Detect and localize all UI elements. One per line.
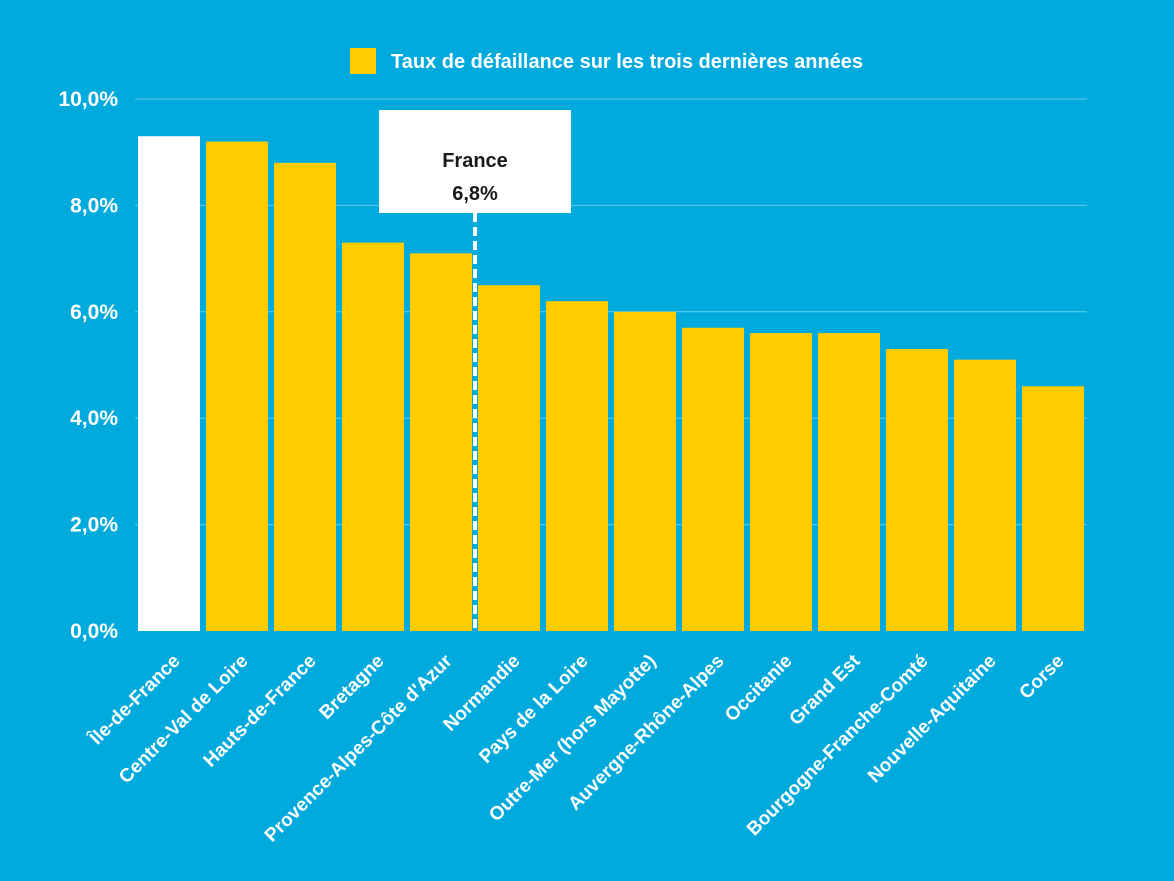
france-reference-value: 6,8%	[452, 183, 498, 205]
bar	[138, 136, 200, 632]
y-tick-label: 10,0%	[58, 88, 118, 111]
bar	[818, 333, 880, 631]
bar	[954, 359, 1016, 631]
y-axis-tick-labels: 0,0% 2,0% 4,0% 6,0% 8,0% 10,0%	[58, 88, 118, 643]
legend: Taux de défaillance sur les trois derniè…	[350, 48, 863, 74]
bar	[614, 311, 676, 631]
y-tick-label: 0,0%	[70, 620, 118, 643]
france-reference-box	[379, 110, 571, 213]
category-label: Centre-Val de Loire	[115, 651, 252, 788]
bar	[682, 327, 744, 631]
bar	[750, 333, 812, 631]
bar	[342, 242, 404, 631]
y-tick-label: 4,0%	[70, 407, 118, 430]
y-tick-label: 2,0%	[70, 514, 118, 537]
bar	[886, 349, 948, 631]
france-reference-label: France	[442, 150, 508, 172]
bars	[138, 136, 1084, 632]
bar	[274, 162, 336, 631]
bar	[206, 141, 268, 631]
legend-swatch	[350, 48, 376, 74]
france-reference-marker: France 6,8%	[379, 110, 571, 631]
y-tick-label: 8,0%	[70, 194, 118, 217]
category-label: Nouvelle-Aquitaine	[864, 651, 1001, 788]
bar	[546, 301, 608, 631]
bar	[410, 253, 472, 631]
category-label: Corse	[1016, 651, 1069, 704]
y-tick-label: 6,0%	[70, 301, 118, 324]
category-label: Bretagne	[315, 651, 388, 724]
legend-label: Taux de défaillance sur les trois derniè…	[391, 51, 863, 73]
bar	[1022, 386, 1084, 631]
bar	[478, 285, 540, 631]
category-label: Hauts-de-France	[200, 651, 321, 772]
